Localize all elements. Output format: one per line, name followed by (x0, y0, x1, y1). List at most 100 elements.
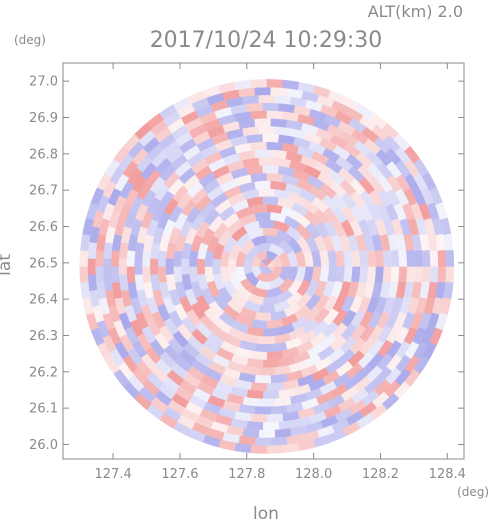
radar-cell (262, 421, 280, 431)
radar-cell (258, 94, 276, 104)
radar-cell (254, 118, 272, 127)
radar-cell (173, 249, 183, 267)
y-axis-title: lat (0, 254, 15, 276)
radar-cell (250, 382, 268, 392)
x-tick-label: 127.6 (161, 467, 198, 482)
radar-cell (445, 266, 455, 283)
radar-cell (421, 249, 431, 267)
y-tick-label: 27.0 (29, 75, 58, 90)
radar-cell (254, 311, 272, 322)
radar-cell (254, 406, 272, 415)
radar-cell (266, 444, 284, 454)
radar-cell (254, 86, 272, 96)
y-tick-label: 26.2 (29, 365, 58, 380)
radar-cell (227, 258, 237, 275)
radar-cell (258, 188, 276, 197)
radar-cell (258, 398, 276, 407)
timestamp-title: 2017/10/24 10:29:30 (150, 28, 383, 53)
radar-cell (254, 437, 272, 446)
y-tick-label: 26.4 (29, 293, 58, 308)
radar-cell (358, 266, 369, 283)
radar-cell (343, 249, 353, 267)
y-tick-label: 26.8 (29, 147, 58, 162)
radar-cell (262, 390, 280, 400)
heatmap-layer (79, 79, 455, 454)
radar-cell (390, 249, 400, 267)
radar-cell (250, 141, 268, 151)
radar-cell (390, 266, 400, 283)
radar-cell (262, 327, 280, 337)
radar-cell (366, 249, 377, 267)
radar-cell (429, 249, 439, 267)
altitude-label: ALT(km) 2.0 (368, 2, 463, 21)
radar-cell (246, 133, 264, 144)
radar-cell (382, 249, 392, 267)
radar-cell (270, 405, 288, 415)
radar-cell (180, 258, 190, 275)
radar-cell (126, 266, 136, 283)
y-tick-label: 26.9 (29, 111, 58, 126)
radar-cell (254, 343, 272, 353)
radar-cell (437, 249, 447, 267)
radar-cell (270, 86, 288, 97)
radar-cell (258, 336, 276, 345)
y-tick-label: 26.6 (29, 220, 58, 235)
radar-cell (254, 211, 272, 222)
radar-cell (406, 249, 416, 267)
radar-cell (421, 266, 431, 283)
radar-cell (445, 249, 455, 267)
radar-cell (262, 164, 280, 174)
radar-cell (406, 266, 416, 283)
radar-cell (118, 258, 127, 275)
radar-cell (351, 266, 361, 283)
radar-cell (141, 249, 152, 267)
radar-cell (87, 241, 98, 259)
radar-cell (358, 249, 369, 267)
radar-cell (262, 196, 280, 206)
radar-cell (266, 79, 284, 89)
radar-cell (250, 172, 268, 183)
radar-cell (149, 258, 159, 275)
radar-cell (95, 266, 105, 283)
radar-cell (250, 444, 268, 454)
radar-cell (258, 429, 276, 439)
radar-cell (429, 266, 439, 283)
radar-cell (110, 249, 120, 267)
plot-frame (62, 62, 465, 460)
radar-cell (126, 249, 136, 267)
radar-cell (79, 249, 89, 267)
radar-cell (270, 436, 288, 446)
x-axis-title: lon (253, 504, 279, 521)
radar-cell (102, 258, 112, 275)
radar-cell (141, 266, 152, 283)
radar-cell (250, 79, 268, 89)
y-unit-label: (deg) (14, 33, 46, 47)
radar-cell (398, 249, 408, 267)
radar-cell (246, 420, 264, 431)
radar-cell (270, 118, 288, 128)
y-tick-label: 26.7 (29, 184, 58, 199)
radar-cell (165, 258, 174, 275)
radar-cell (212, 258, 221, 275)
radar-cell (413, 266, 423, 283)
radar-cell (343, 266, 353, 283)
radar-cell (262, 359, 280, 369)
y-axis: 26.0 26.1 26.2 26.3 26.4 26.5 26.6 26.7 26.8 26.9… (29, 75, 464, 453)
radar-cell (250, 350, 268, 361)
radar-cell (266, 413, 284, 423)
radar-cell (437, 266, 447, 283)
radar-cell (87, 258, 96, 275)
radar-cell (95, 249, 105, 267)
y-tick-label: 26.5 (29, 256, 58, 271)
radar-cell (246, 102, 264, 112)
y-tick-label: 26.0 (29, 438, 58, 453)
radar-cell (266, 350, 284, 361)
radar-cell (250, 413, 268, 423)
x-tick-label: 128.2 (362, 467, 399, 482)
radar-cell (258, 304, 276, 314)
radar-cell (110, 266, 120, 283)
radar-cell (87, 274, 98, 292)
x-tick-label: 127.4 (95, 467, 132, 482)
